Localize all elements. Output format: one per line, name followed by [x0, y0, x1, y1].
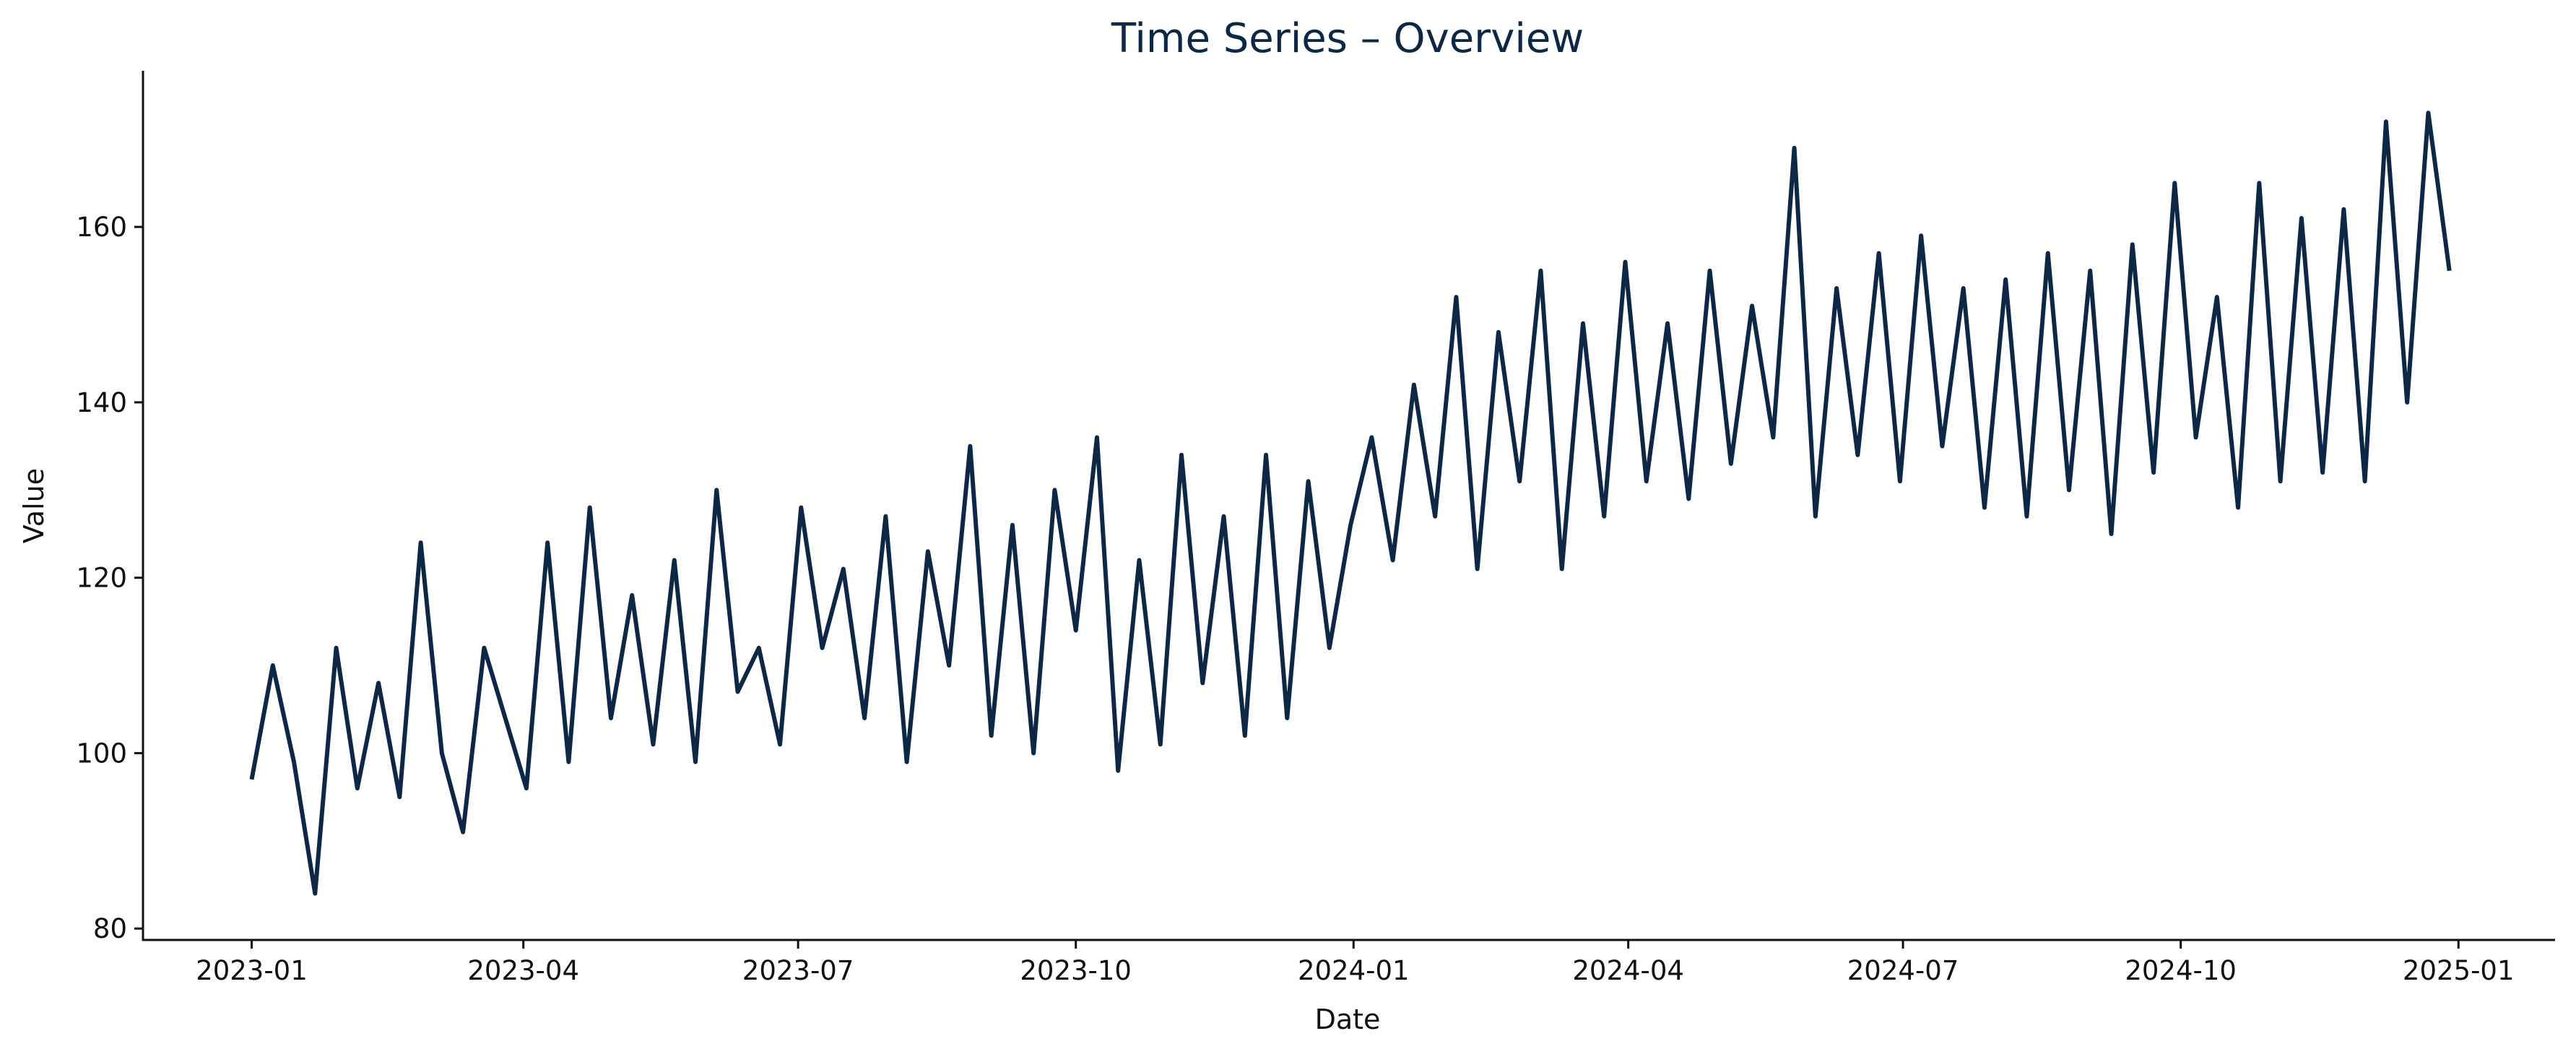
y-tick-label: 120	[76, 563, 127, 594]
x-axis-label: Date	[1315, 1004, 1381, 1035]
y-tick-label: 80	[93, 913, 127, 944]
y-tick-label: 160	[76, 212, 127, 243]
x-tick-label: 2023-07	[742, 955, 854, 986]
x-tick-label: 2023-01	[196, 955, 308, 986]
x-tick-label: 2025-01	[2403, 955, 2515, 986]
x-tick-label: 2024-01	[1298, 955, 1410, 986]
y-tick-label: 140	[76, 387, 127, 418]
x-tick-label: 2023-04	[467, 955, 579, 986]
y-axis-label: Value	[18, 468, 50, 543]
chart-title: Time Series – Overview	[1111, 15, 1584, 62]
y-tick-label: 100	[76, 738, 127, 769]
x-tick-label: 2024-07	[1847, 955, 1959, 986]
x-tick-label: 2024-10	[2125, 955, 2237, 986]
x-tick-label: 2024-04	[1572, 955, 1684, 986]
x-tick-label: 2023-10	[1020, 955, 1132, 986]
data-line	[249, 111, 2452, 896]
